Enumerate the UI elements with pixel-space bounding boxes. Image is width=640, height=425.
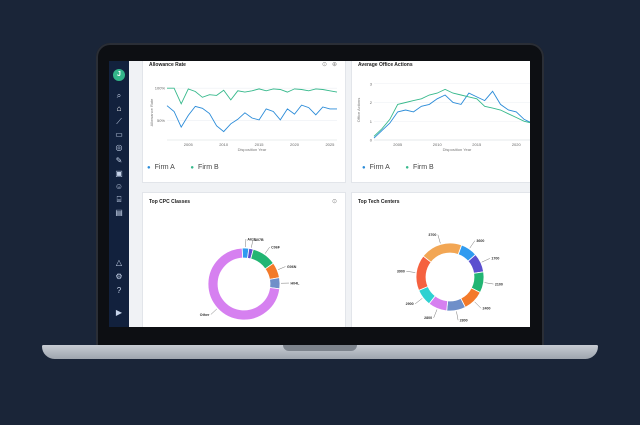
- compass-icon[interactable]: ◎: [115, 143, 123, 152]
- slice-label: 2900: [406, 302, 414, 306]
- x-tick-label: 2015: [472, 142, 482, 147]
- slice-label: C06F: [271, 245, 281, 249]
- legend-dot-icon: ●: [190, 165, 195, 171]
- x-tick-label: 2025: [325, 142, 335, 147]
- download-icon[interactable]: ⊕: [332, 62, 338, 68]
- office-actions-chart: 0 1 2 3 2005 2010 2015 2020 Disposition Year Offi…: [356, 81, 530, 152]
- search-icon[interactable]: ⌕: [116, 91, 122, 100]
- x-tick-label: 2010: [433, 142, 443, 147]
- x-tick-label: 2020: [290, 142, 300, 147]
- app-screen: J ⌕ ⌂ ⟋ ▭ ◎ ✎ ▣ ☺ ⌸ ▤ △ ⚙? ▶ Allowance Rate ⊙ ⊕ 50% 1…: [109, 61, 530, 327]
- slice-label: 2100: [495, 282, 503, 286]
- label-leader: [415, 298, 423, 305]
- slice-label: 2400: [483, 307, 491, 311]
- slice-label: B07B: [254, 238, 264, 242]
- slice-label: A61L: [247, 237, 257, 241]
- label-leader: [484, 282, 494, 285]
- info-icon[interactable]: ⊙: [322, 62, 328, 68]
- settings-icon[interactable]: ⚙: [115, 272, 123, 281]
- help-icon[interactable]: ?: [116, 286, 122, 295]
- allowance-rate-chart: 50% 100% 2005 2010 2015 2020 2025 Disposition Y…: [149, 86, 338, 152]
- label-leader: [406, 271, 416, 273]
- legend-item-firm-b[interactable]: ● Firm B: [190, 164, 219, 171]
- y-tick-label: 0: [370, 138, 373, 143]
- label-leader: [474, 301, 482, 309]
- tech-centers-donut: 3600 1700 2100 2400 2800 2800 2900 3900 3700: [397, 233, 503, 323]
- cpc-classes-card: Top CPC Classes ⊙ A61L B07B C06F G06N H04L Ot…: [142, 192, 346, 327]
- y-tick-label: 3: [370, 81, 373, 86]
- people-icon[interactable]: ☺: [114, 182, 124, 191]
- x-axis-label: Disposition Year: [443, 147, 472, 152]
- video-icon[interactable]: ▶: [115, 308, 123, 317]
- y-axis-label: Office Actions: [356, 98, 361, 122]
- slice-label: H04L: [290, 281, 300, 285]
- bank-icon[interactable]: ⌸: [116, 195, 122, 204]
- x-tick-label: 2010: [219, 142, 229, 147]
- label-leader: [264, 246, 270, 254]
- y-tick-label: 100%: [155, 86, 166, 91]
- y-tick-label: 50%: [157, 118, 165, 123]
- laptop-notch: [283, 345, 357, 351]
- donut-slice-other: [207, 247, 281, 321]
- series-line-firm-b: [167, 87, 338, 105]
- alert-icon[interactable]: △: [115, 258, 123, 267]
- label-leader: [437, 234, 441, 244]
- donut-slice-3700: [422, 242, 463, 263]
- x-tick-label: 2005: [184, 142, 194, 147]
- legend: ● Firm A ● Firm B: [362, 164, 434, 171]
- x-axis-label: Disposition Year: [238, 147, 267, 152]
- tech-centers-card: Top Tech Centers 3600 1700 2100 2400 2800 280…: [351, 192, 530, 327]
- x-tick-label: 2005: [393, 142, 403, 147]
- slice-label: 2800: [460, 319, 468, 323]
- label-leader: [433, 309, 438, 318]
- y-axis-label: Allowance Rate: [149, 98, 154, 127]
- card-title: Allowance Rate: [149, 62, 186, 68]
- briefcase-icon[interactable]: ▭: [115, 130, 123, 139]
- legend-item-firm-b[interactable]: ● Firm B: [405, 164, 434, 171]
- label-leader: [481, 258, 490, 263]
- slice-label: Other: [200, 313, 210, 317]
- legend-dot-icon: ●: [405, 165, 410, 171]
- legend-dot-icon: ●: [147, 165, 151, 171]
- y-tick-label: 1: [370, 119, 373, 124]
- slice-label: 3700: [428, 233, 436, 237]
- legend-item-firm-a[interactable]: ● Firm A: [362, 164, 390, 171]
- label-leader: [210, 308, 217, 315]
- slice-label: G06N: [287, 265, 297, 269]
- allowance-rate-card: Allowance Rate ⊙ ⊕ 50% 100% 2005 2010 2015 20…: [142, 61, 346, 183]
- chart-icon[interactable]: ⟋: [116, 117, 122, 126]
- sidebar: J ⌕ ⌂ ⟋ ▭ ◎ ✎ ▣ ☺ ⌸ ▤ △ ⚙? ▶: [109, 61, 129, 327]
- series-line-firm-a: [166, 104, 337, 133]
- label-leader: [278, 266, 286, 270]
- legend-dot-icon: ●: [362, 165, 366, 171]
- laptop-base: [42, 345, 598, 359]
- series-line-firm-a: [373, 90, 530, 139]
- home-icon[interactable]: ⌂: [109, 102, 129, 116]
- info-icon[interactable]: ⊙: [332, 199, 338, 205]
- card-title: Top CPC Classes: [149, 199, 191, 205]
- donut-slice-3900: [415, 255, 432, 291]
- slice-label: 1700: [491, 257, 499, 261]
- slice-label: 3900: [397, 270, 405, 274]
- slice-label: 2800: [424, 316, 432, 320]
- slice-label: 3600: [476, 239, 484, 243]
- legend: ● Firm A ● Firm B: [147, 164, 219, 171]
- gallery-icon[interactable]: ▣: [115, 169, 123, 178]
- donut-slice-h04l: [269, 277, 281, 290]
- label-leader: [469, 240, 476, 249]
- x-tick-label: 2015: [255, 142, 265, 147]
- label-leader: [251, 239, 254, 248]
- document-icon[interactable]: ▤: [115, 208, 123, 217]
- x-tick-label: 2020: [512, 142, 522, 147]
- y-tick-label: 2: [370, 100, 373, 105]
- tools-icon[interactable]: ✎: [115, 156, 123, 165]
- card-title: Top Tech Centers: [358, 199, 400, 205]
- office-actions-card: Average Office Actions 0 1 2 3 2005 2010 2015 2…: [351, 61, 530, 183]
- label-leader: [456, 311, 459, 321]
- legend-item-firm-a[interactable]: ● Firm A: [147, 164, 175, 171]
- series-line-firm-b: [373, 88, 530, 137]
- app-logo[interactable]: J: [113, 69, 125, 81]
- card-title: Average Office Actions: [358, 62, 413, 68]
